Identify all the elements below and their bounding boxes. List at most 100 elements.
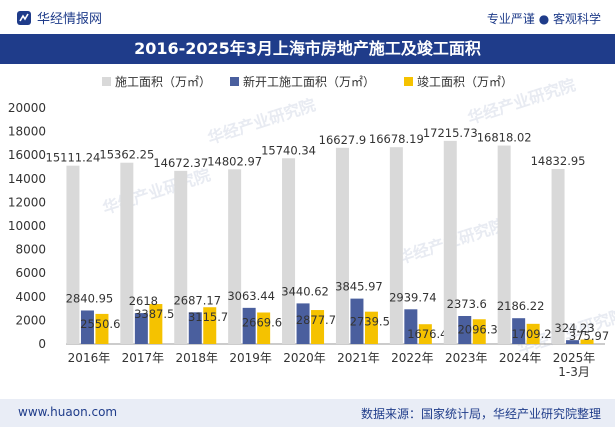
bar-new-start (134, 313, 148, 344)
bar-new-start (296, 303, 310, 344)
data-label: 3387.56 (134, 307, 182, 321)
bar-new-start (350, 298, 364, 344)
bar-new-start (80, 310, 94, 344)
data-label: 15111.24 (46, 151, 101, 165)
data-label: 2840.95 (66, 291, 114, 305)
y-tick-label: 16000 (8, 148, 46, 162)
bar-completed (149, 304, 163, 344)
bar-completed (418, 324, 432, 344)
data-label: 16818.02 (477, 131, 532, 145)
y-tick-label: 18000 (8, 125, 46, 139)
chart-title: 2016-2025年3月上海市房地产施工及竣工面积 (0, 34, 615, 64)
bar-construction (551, 168, 565, 344)
bar-construction (282, 158, 296, 344)
x-tick-label: 2017年 (122, 351, 165, 365)
data-label: 15362.25 (99, 148, 154, 162)
y-tick-label: 14000 (8, 172, 46, 186)
x-tick-label: 2019年 (229, 351, 272, 365)
x-tick-label: 2025年 (553, 351, 596, 365)
legend-label: 竣工面积（万㎡） (417, 74, 513, 89)
x-tick-label: 1-3月 (558, 365, 590, 379)
legend-swatch (102, 77, 111, 86)
data-label: 375.97 (569, 329, 609, 343)
footer-source: 数据来源：国家统计局，华经产业研究院整理 (360, 407, 601, 421)
watermark-text: 华经产业研究院 (205, 95, 317, 148)
data-label: 14802.97 (207, 154, 262, 168)
bar-completed (257, 312, 271, 344)
bar-new-start (188, 312, 202, 344)
data-label: 2739.55 (350, 315, 398, 329)
x-tick-label: 2016年 (68, 351, 111, 365)
data-label: 16627.9 (319, 133, 367, 147)
data-label: 324.23 (554, 321, 594, 335)
x-tick-label: 2023年 (445, 351, 488, 365)
y-tick-label: 4000 (15, 290, 46, 304)
data-label: 3845.97 (335, 280, 383, 294)
bar-completed (580, 339, 594, 344)
bar-new-start (458, 315, 472, 344)
bar-new-start (242, 307, 256, 344)
bar-completed (311, 310, 325, 344)
legend-swatch (404, 77, 413, 86)
data-label: 1709.22 (511, 327, 559, 341)
bar-construction (497, 145, 511, 344)
bar-construction (389, 147, 403, 344)
x-tick-label: 2024年 (499, 351, 542, 365)
y-tick-label: 6000 (15, 266, 46, 280)
bar-new-start (512, 318, 526, 344)
y-tick-label: 12000 (8, 195, 46, 209)
bar-completed (472, 319, 486, 344)
data-label: 15740.34 (261, 143, 316, 157)
data-label: 3115.76 (188, 310, 236, 324)
legend-label: 新开工施工面积（万㎡） (243, 74, 375, 89)
y-tick-label: 10000 (8, 219, 46, 233)
bar-new-start (404, 309, 418, 344)
data-label: 17215.73 (423, 126, 478, 140)
bar-construction (174, 170, 188, 344)
footer-website[interactable]: www.huaon.com (18, 405, 118, 419)
y-tick-label: 0 (38, 337, 46, 351)
data-label: 2186.22 (497, 299, 545, 313)
footer: www.huaon.com 数据来源：国家统计局，华经产业研究院整理 (0, 399, 615, 427)
slogan: 专业严谨 ● 客观科学 (486, 12, 601, 26)
bar-construction (66, 165, 80, 344)
bar-construction (335, 147, 349, 344)
x-tick-label: 2022年 (391, 351, 434, 365)
x-tick-label: 2020年 (283, 351, 326, 365)
brand-name: 华经情报网 (37, 12, 103, 27)
data-label: 2877.78 (296, 313, 344, 327)
data-label: 14672.37 (153, 156, 208, 170)
data-label: 2939.74 (389, 290, 437, 304)
bar-completed (364, 311, 378, 344)
legend-swatch (230, 77, 239, 86)
bar-completed (526, 323, 540, 344)
legend-label: 施工面积（万㎡） (115, 75, 211, 89)
x-tick-label: 2018年 (175, 351, 218, 365)
data-label: 1676.4 (407, 327, 447, 341)
data-label: 2096.36 (457, 322, 505, 336)
bar-construction (443, 140, 457, 344)
bar-construction (120, 162, 134, 344)
watermark-text: 华经产业研究院 (100, 165, 212, 218)
data-label: 16678.19 (369, 132, 424, 146)
data-label: 3440.62 (281, 284, 329, 298)
y-tick-label: 2000 (15, 313, 46, 327)
data-label: 2669.67 (242, 315, 290, 329)
data-label: 2373.6 (447, 297, 487, 311)
x-tick-label: 2021年 (337, 351, 380, 365)
chart-area: 华经产业研究院华经产业研究院华经产业研究院华经产业研究院华经产业研究院施工面积（… (0, 64, 615, 392)
y-tick-label: 20000 (8, 101, 46, 115)
data-label: 14832.95 (531, 154, 586, 168)
data-label: 2550.64 (80, 317, 128, 331)
bar-new-start (566, 340, 580, 344)
data-label: 3063.44 (227, 289, 275, 303)
y-tick-label: 8000 (15, 243, 46, 257)
brand-logo-icon (17, 10, 31, 25)
bar-construction (228, 169, 242, 344)
top-bar: 华经情报网 专业严谨 ● 客观科学 (0, 0, 615, 34)
data-label: 2618 (129, 294, 158, 308)
bar-completed (95, 313, 109, 344)
bar-chart: 华经产业研究院华经产业研究院华经产业研究院华经产业研究院华经产业研究院施工面积（… (8, 74, 615, 379)
bar-completed (203, 307, 217, 344)
brand: 华经情报网 (16, 8, 102, 27)
